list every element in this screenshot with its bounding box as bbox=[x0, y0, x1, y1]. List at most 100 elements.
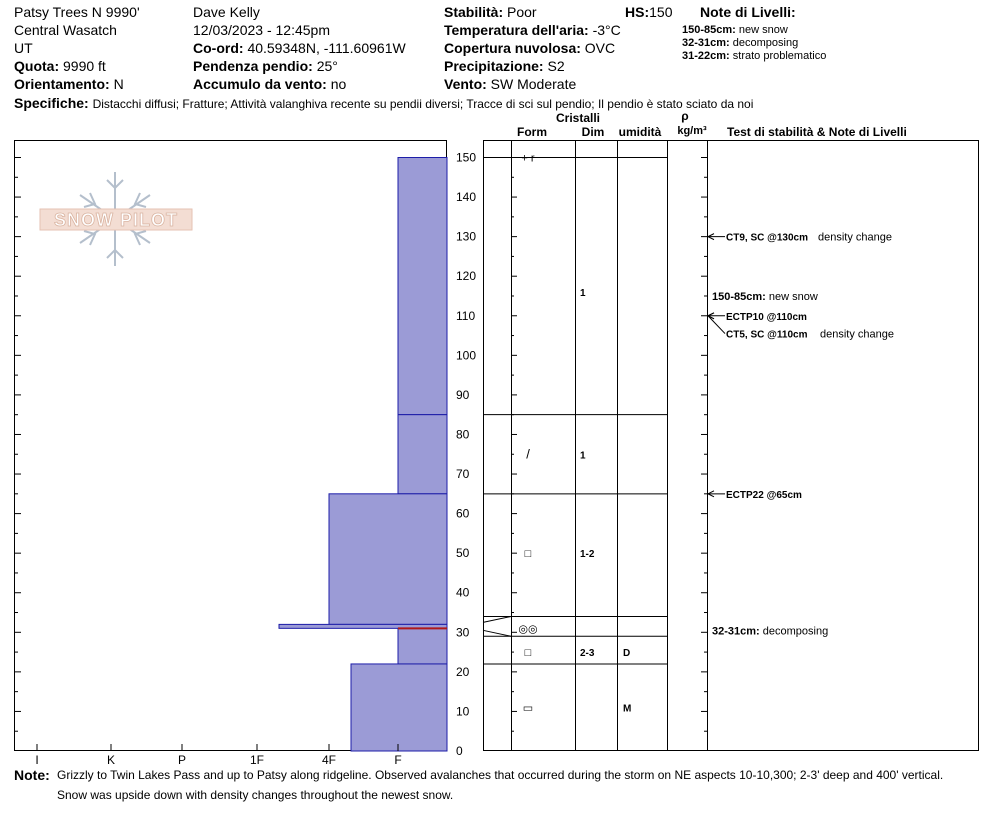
note-label: Note: bbox=[14, 767, 50, 783]
region-name: Central Wasatch bbox=[14, 22, 117, 38]
header-density-unit: kg/m³ bbox=[677, 125, 707, 137]
wind-row: Vento: SW Moderate bbox=[444, 76, 576, 92]
elevation-row: Quota: 9990 ft bbox=[14, 58, 106, 74]
hs-value: 150 bbox=[649, 4, 673, 20]
stability-label: Stabilità: bbox=[444, 4, 504, 20]
crystal-form-glyph: □ bbox=[525, 548, 532, 560]
observer-name: Dave Kelly bbox=[193, 4, 260, 20]
hardness-tick-label: F bbox=[394, 753, 401, 767]
snowpilot-logo: SNOW PILOT bbox=[39, 172, 193, 266]
crystal-moisture: D bbox=[623, 648, 630, 659]
wind-loading-value: no bbox=[330, 76, 347, 92]
hardness-plot-frame bbox=[14, 140, 447, 751]
crystal-size: 1 bbox=[580, 450, 586, 461]
stability-value: Poor bbox=[507, 4, 537, 20]
left-ticks bbox=[14, 157, 21, 732]
wind-loading-row: Accumulo da vento: no bbox=[193, 76, 346, 92]
table-column-lines bbox=[511, 140, 708, 751]
aspect-label: Orientamento: bbox=[14, 76, 110, 92]
height-tick-label: 110 bbox=[456, 309, 475, 323]
test-arrowhead bbox=[706, 233, 715, 241]
air-temp-label: Temperatura dell'aria: bbox=[444, 22, 589, 38]
side-layer-note: 150-85cm: new snow bbox=[712, 291, 818, 303]
header-rho: ρ bbox=[681, 109, 688, 123]
height-tick-label: 30 bbox=[456, 625, 470, 639]
test-result: CT5, SC @110cm bbox=[726, 330, 808, 341]
layer-connector bbox=[482, 615, 512, 623]
note-line-2: Snow was upside down with density change… bbox=[57, 788, 454, 802]
height-tick-label: 120 bbox=[456, 269, 476, 283]
test-note: density change bbox=[818, 232, 892, 244]
location-name: Patsy Trees N 9990' bbox=[14, 4, 140, 20]
specifics-label: Specifiche: bbox=[14, 95, 89, 111]
height-axis: 0 10 20 30 40 50 60 70 80 90 100 110 120 130 140 150 bbox=[456, 151, 476, 759]
height-tick-label: 50 bbox=[456, 546, 470, 560]
hardness-tick-label: K bbox=[107, 753, 115, 767]
precip-row: Precipitazione: S2 bbox=[444, 58, 565, 74]
layer-note-text: decomposing bbox=[732, 37, 799, 49]
crystal-form-glyph: ◎◎ bbox=[518, 623, 537, 635]
hs-label: HS: bbox=[625, 4, 650, 20]
air-temp-value: -3°C bbox=[592, 22, 621, 38]
height-tick-label: 80 bbox=[456, 427, 470, 441]
layer-note-text: strato problematico bbox=[732, 50, 827, 62]
hardness-layer bbox=[350, 663, 448, 752]
height-tick-label: 90 bbox=[456, 388, 470, 402]
elevation-value: 9990 ft bbox=[63, 58, 106, 74]
header-form: Form bbox=[517, 125, 547, 139]
test-note: density change bbox=[820, 329, 894, 341]
air-temp-row: Temperatura dell'aria: -3°C bbox=[444, 22, 621, 38]
aspect-value: N bbox=[113, 76, 124, 92]
hardness-layer bbox=[397, 414, 448, 495]
hardness-axis: I K P 1F 4F F bbox=[35, 744, 402, 767]
crystal-form-glyph: □ bbox=[525, 647, 532, 659]
height-tick-label: 10 bbox=[456, 704, 470, 718]
slope-label: Pendenza pendio: bbox=[193, 58, 313, 74]
crystal-size: 1-2 bbox=[580, 549, 595, 560]
specifics-text: Distacchi diffusi; Fratture; Attività va… bbox=[92, 97, 754, 111]
hardness-layer bbox=[397, 157, 448, 416]
observation-datetime: 12/03/2023 - 12:45pm bbox=[193, 22, 330, 38]
hardness-tick-label: 1F bbox=[250, 753, 264, 767]
slope-row: Pendenza pendio: 25° bbox=[193, 58, 338, 74]
hardness-layer bbox=[397, 627, 448, 665]
crystal-form-glyph: / bbox=[526, 446, 530, 461]
crystal-moisture: M bbox=[623, 703, 631, 714]
layer-note: 150-85cm: new snow bbox=[682, 24, 788, 37]
note-line-1: Grizzly to Twin Lakes Pass and up to Pat… bbox=[57, 768, 944, 782]
layer-note-text: new snow bbox=[738, 24, 788, 36]
specifics-row: Specifiche: Distacchi diffusi; Fratture;… bbox=[14, 95, 753, 111]
hardness-tick-label: I bbox=[35, 753, 38, 767]
aspect-row: Orientamento: N bbox=[14, 76, 124, 92]
hardness-layers bbox=[278, 157, 448, 752]
header-tests: Test di stabilità & Note di Livelli bbox=[727, 125, 907, 139]
state-name: UT bbox=[14, 40, 33, 56]
height-tick-label: 130 bbox=[456, 230, 476, 244]
sky-label: Copertura nuvolosa: bbox=[444, 40, 581, 56]
test-arrowhead bbox=[706, 490, 715, 498]
layer-note-range: 31-22cm: bbox=[682, 50, 730, 62]
header-moisture: umidità bbox=[619, 125, 662, 139]
hardness-layer bbox=[328, 493, 448, 625]
slope-value: 25° bbox=[316, 58, 338, 74]
height-tick-label: 60 bbox=[456, 507, 470, 521]
hardness-tick-label: 4F bbox=[322, 753, 336, 767]
stability-row: Stabilità: Poor bbox=[444, 4, 537, 20]
header-size: Dim bbox=[582, 125, 605, 139]
layer-note-range: 150-85cm: bbox=[682, 24, 736, 36]
height-tick-label: 40 bbox=[456, 586, 470, 600]
layer-note: 32-31cm: decomposing bbox=[682, 37, 798, 50]
coordinates-value: 40.59348N, -111.60961W bbox=[247, 40, 406, 56]
test-result: ECTP10 @110cm bbox=[726, 312, 807, 323]
coordinates-label: Co-ord: bbox=[193, 40, 244, 56]
test-arrow bbox=[707, 315, 726, 334]
layer-note-range: 32-31cm: bbox=[682, 37, 730, 49]
layer-connector bbox=[482, 629, 512, 637]
height-tick-label: 140 bbox=[456, 190, 476, 204]
hardness-tick-label: P bbox=[178, 753, 186, 767]
height-tick-label: 20 bbox=[456, 665, 470, 679]
sky-row: Copertura nuvolosa: OVC bbox=[444, 40, 615, 56]
wind-loading-label: Accumulo da vento: bbox=[193, 76, 327, 92]
table-rows: + r 1 / 1 □ 1-2 ◎◎ □ 2-3 D ▭ M bbox=[482, 153, 667, 714]
